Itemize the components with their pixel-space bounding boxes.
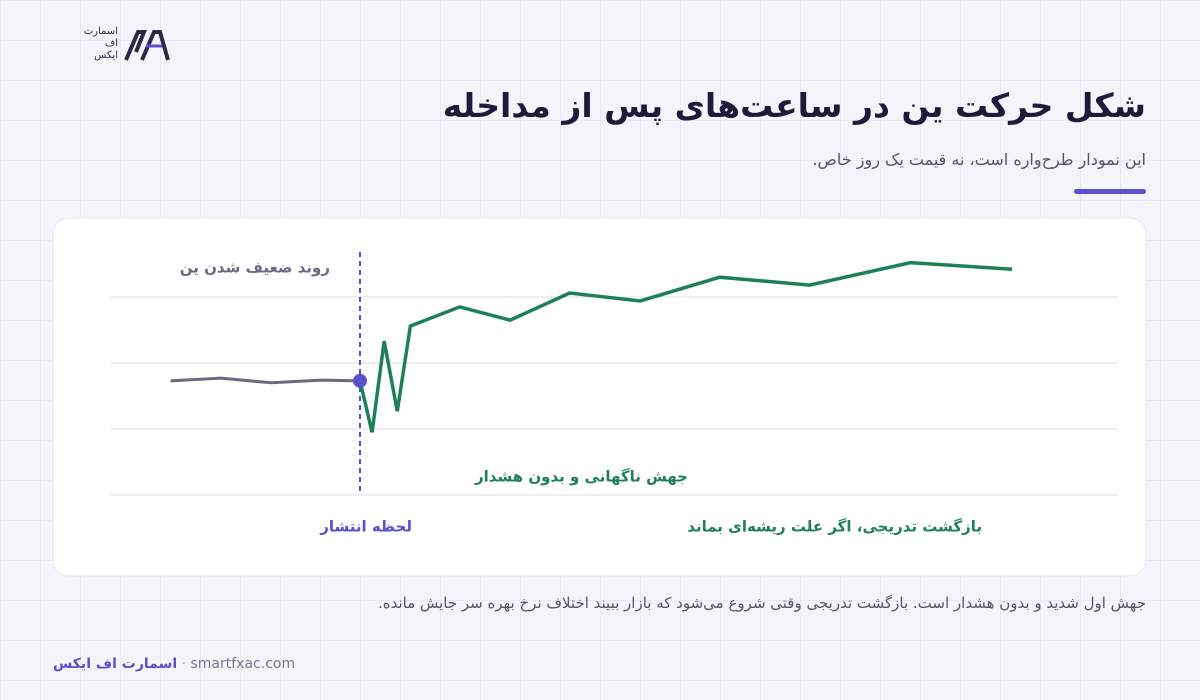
caption: جهش اول شدید و بدون هشدار است. بازگشت تد… bbox=[377, 594, 1146, 612]
title: شکل حرکت ین در ساعت‌های پس از مداخله bbox=[442, 86, 1146, 125]
logo-icon bbox=[124, 30, 170, 61]
annotation: جهش ناگهانی و بدون هشدار bbox=[474, 468, 688, 486]
logo-text: اسمارت bbox=[83, 26, 118, 37]
logo: اسمارت اف ایکس bbox=[78, 26, 178, 70]
title-underline bbox=[1074, 189, 1146, 194]
series-line bbox=[170, 376, 361, 385]
chart-card bbox=[52, 217, 1147, 577]
annotation: بازگشت تدریجی، اگر علت ریشه‌ای بماند bbox=[687, 518, 982, 536]
event-label: لحظه انتشار bbox=[319, 518, 412, 536]
site: smartfxac.com bbox=[190, 656, 296, 672]
series-line bbox=[358, 260, 1013, 433]
subtitle: این نمودار طرح‌واره است، نه قیمت یک روز … bbox=[812, 150, 1146, 169]
logo-text: اف bbox=[104, 38, 118, 49]
brand: اسمارت اف ایکس bbox=[53, 656, 178, 672]
event-point bbox=[352, 373, 367, 388]
footer: اسمارت اف ایکس · smartfxac.com bbox=[53, 656, 296, 672]
annotation: روند ضعیف شدن ین bbox=[180, 259, 330, 277]
logo-text: ایکس bbox=[94, 50, 118, 61]
